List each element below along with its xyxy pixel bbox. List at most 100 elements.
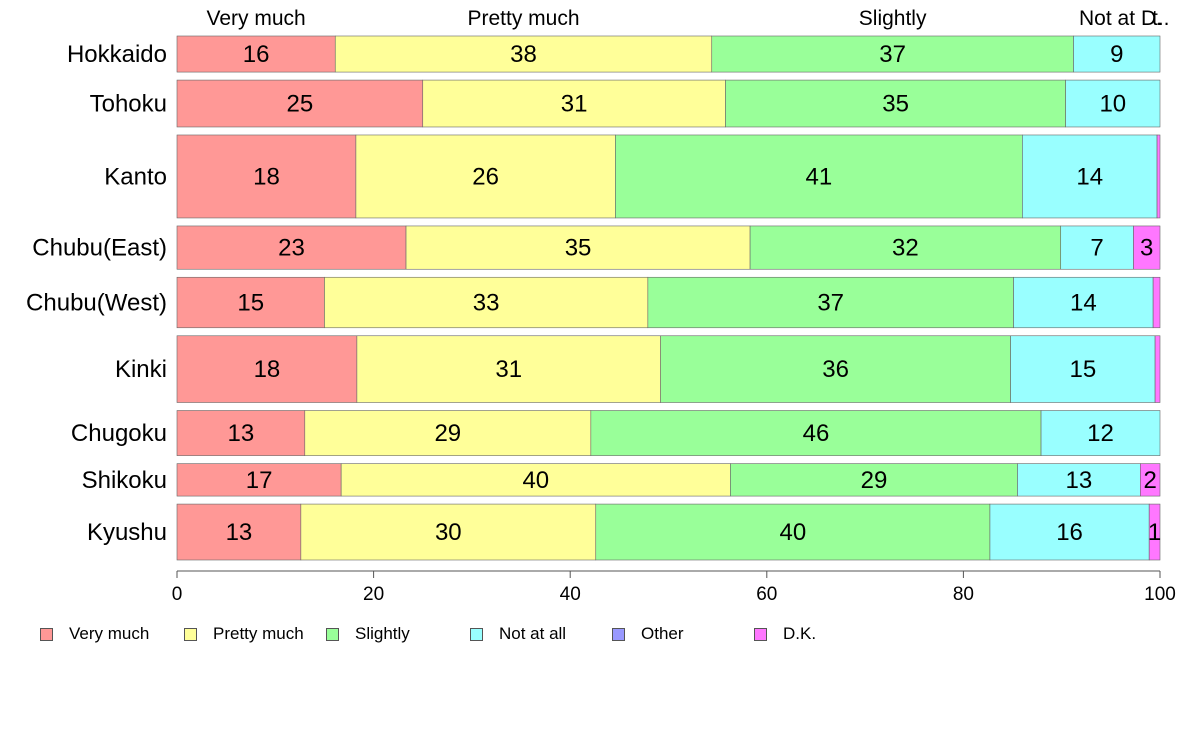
- data-label: 31: [561, 91, 588, 118]
- data-label: 41: [806, 163, 833, 190]
- category-label: Chubu(West): [26, 290, 167, 317]
- bar-segment: [334, 35, 713, 73]
- data-label: 15: [237, 290, 264, 317]
- legend-swatch: [326, 627, 339, 641]
- category-label: Shikoku: [82, 467, 167, 494]
- legend-label: Not at all: [499, 624, 567, 643]
- bar-segment: [615, 134, 1023, 219]
- data-label: 46: [803, 420, 830, 447]
- data-label: 29: [861, 467, 888, 494]
- bar-segment: [355, 134, 616, 219]
- bar-segment: [1148, 503, 1161, 561]
- bar-segment: [176, 503, 302, 561]
- data-label: 9: [1110, 41, 1123, 68]
- data-label: 23: [278, 235, 305, 262]
- bar-segment: [1133, 225, 1161, 270]
- top-segment-label: Very much: [207, 7, 306, 30]
- data-label: 35: [882, 91, 909, 118]
- category-label: Chugoku: [71, 420, 167, 447]
- bar-segment: [1013, 276, 1154, 329]
- legend-swatch: [184, 627, 197, 641]
- top-segment-label: D.: [1141, 7, 1162, 30]
- data-label: 33: [473, 290, 500, 317]
- data-label: 2: [1143, 467, 1156, 494]
- bar-segment: [176, 225, 407, 270]
- legend-item: Very much: [40, 624, 149, 644]
- legend-label: D.K.: [783, 624, 817, 643]
- data-label: 18: [253, 163, 280, 190]
- data-label: 17: [246, 467, 273, 494]
- bar-segment: [711, 35, 1074, 73]
- data-label: 30: [435, 519, 462, 546]
- bar-segment: [1010, 335, 1156, 403]
- bar-segment: [1140, 463, 1161, 497]
- data-label: 16: [243, 41, 270, 68]
- bar-segment: [1060, 225, 1134, 270]
- data-label: 14: [1076, 163, 1103, 190]
- bar-segment: [725, 79, 1066, 128]
- x-tick-label: 0: [172, 584, 183, 605]
- category-label: Chubu(East): [32, 235, 167, 262]
- legend-swatch: [754, 627, 767, 641]
- data-label: 37: [879, 41, 906, 68]
- bar-segment: [1152, 276, 1161, 329]
- bar-segment: [340, 463, 731, 497]
- data-label: 13: [226, 519, 253, 546]
- data-label: 25: [287, 91, 314, 118]
- legend: Very much Pretty much Slightly Not at all Ot…: [40, 624, 1140, 644]
- legend-item: Not at all: [470, 624, 566, 644]
- legend-label: Very much: [69, 624, 150, 643]
- bar-segment: [176, 335, 358, 403]
- legend-label: Pretty much: [213, 624, 304, 643]
- data-label: 15: [1069, 356, 1096, 383]
- data-label: 7: [1090, 235, 1103, 262]
- bar-segment: [300, 503, 597, 561]
- bar-segment: [176, 410, 306, 456]
- legend-label: Slightly: [355, 624, 410, 643]
- data-label: 35: [565, 235, 592, 262]
- bar-segment: [647, 276, 1014, 329]
- data-label: 3: [1140, 235, 1153, 262]
- legend-item: Other: [612, 624, 684, 644]
- x-tick-label: 60: [756, 584, 777, 605]
- bar-segment: [405, 225, 751, 270]
- data-label: 32: [892, 235, 919, 262]
- data-label: 16: [1056, 519, 1083, 546]
- legend-swatch: [470, 627, 483, 641]
- category-label: Hokkaido: [67, 41, 167, 68]
- data-label: 13: [1066, 467, 1093, 494]
- category-label: Kanto: [104, 163, 167, 190]
- bar-segment: [730, 463, 1018, 497]
- legend-swatch: [40, 627, 53, 641]
- data-label: 31: [495, 356, 522, 383]
- bar-segment: [324, 276, 649, 329]
- data-label: 14: [1070, 290, 1097, 317]
- bar-segment: [1154, 335, 1161, 403]
- data-label: 13: [228, 420, 255, 447]
- bar-segment: [176, 35, 336, 73]
- data-label: 1: [1148, 519, 1161, 546]
- x-tick-label: 80: [953, 584, 974, 605]
- top-segment-label: Slightly: [859, 7, 927, 30]
- data-label: 12: [1087, 420, 1114, 447]
- bar-segment: [1156, 134, 1161, 219]
- legend-label: Other: [641, 624, 684, 643]
- bar-segment: [1017, 463, 1141, 497]
- bar-segment: [176, 134, 357, 219]
- legend-item: D.K.: [754, 624, 816, 644]
- bar-segment: [1073, 35, 1161, 73]
- x-tick-label: 20: [363, 584, 384, 605]
- category-label: Tohoku: [90, 91, 167, 118]
- bar-segment: [176, 79, 424, 128]
- x-tick-label: 100: [1144, 584, 1176, 605]
- top-segment-label: Pretty much: [467, 7, 579, 30]
- data-label: 36: [822, 356, 849, 383]
- x-tick-label: 40: [560, 584, 581, 605]
- data-label: 29: [434, 420, 461, 447]
- data-label: 40: [779, 519, 806, 546]
- category-label: Kyushu: [87, 519, 167, 546]
- bar-segment: [176, 463, 342, 497]
- data-label: 40: [522, 467, 549, 494]
- bar-segment: [1065, 79, 1161, 128]
